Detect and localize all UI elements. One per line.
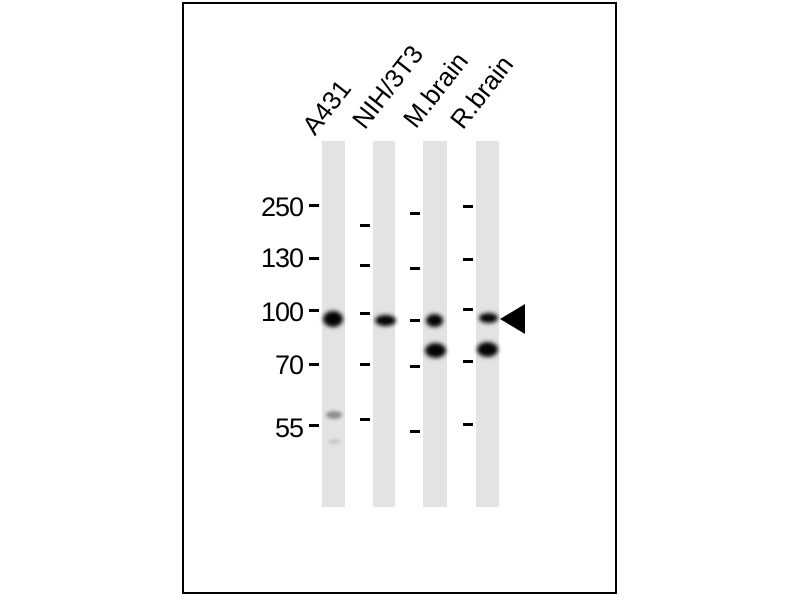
mw-tick-250 [309, 204, 319, 207]
mw-tick-100-r-brain [463, 308, 473, 311]
mw-label-70: 70 [274, 350, 304, 380]
mw-tick-70-r-brain [463, 360, 473, 363]
mw-tick-130-m-brain [410, 267, 420, 270]
mw-tick-55-m-brain [410, 430, 420, 433]
band-m-brain-95kda [425, 313, 443, 327]
band-a431-57kda [326, 411, 342, 419]
band-nih-3t3-95kda [374, 314, 396, 326]
band-r-brain-95kda [478, 313, 498, 323]
band-a431-52kda [327, 438, 341, 444]
mw-tick-100-m-brain [410, 319, 420, 322]
lane-label-a431: A431 [295, 73, 357, 141]
blot-frame [182, 2, 617, 594]
mw-tick-130-r-brain [463, 258, 473, 261]
mw-tick-70 [309, 363, 319, 366]
mw-tick-70-m-brain [410, 365, 420, 368]
band-a431-95kda [323, 311, 343, 327]
mw-label-100: 100 [260, 297, 304, 327]
mw-tick-100-nih-3t3 [360, 312, 370, 315]
mw-label-130: 130 [260, 243, 304, 273]
mw-tick-250-m-brain [410, 212, 420, 215]
band-r-brain-77kda [476, 341, 498, 357]
mw-tick-55-nih-3t3 [360, 418, 370, 421]
mw-tick-55 [309, 424, 319, 427]
band-pointer-arrow [500, 304, 525, 334]
mw-label-55: 55 [274, 413, 304, 443]
mw-tick-130 [309, 257, 319, 260]
mw-tick-250-nih-3t3 [360, 224, 370, 227]
mw-tick-250-r-brain [463, 205, 473, 208]
mw-tick-100 [309, 309, 319, 312]
band-m-brain-77kda [424, 342, 446, 358]
lane-strip-r-brain [476, 141, 499, 507]
mw-tick-55-r-brain [463, 423, 473, 426]
mw-tick-70-nih-3t3 [360, 363, 370, 366]
mw-label-250: 250 [260, 192, 304, 222]
mw-tick-130-nih-3t3 [360, 264, 370, 267]
